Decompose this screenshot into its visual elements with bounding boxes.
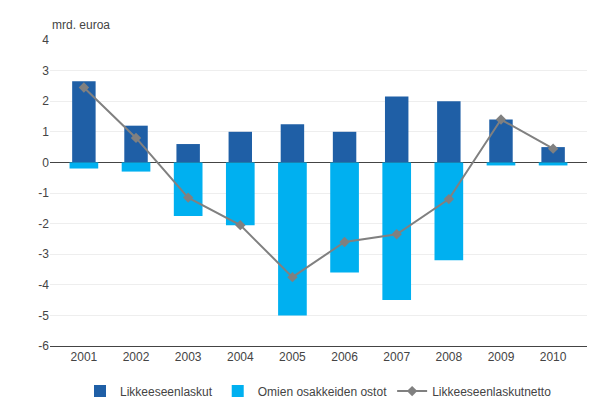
svg-text:-1: -1 (38, 186, 49, 200)
svg-text:2007: 2007 (383, 350, 410, 364)
svg-text:-5: -5 (38, 309, 49, 323)
svg-text:2008: 2008 (435, 350, 462, 364)
svg-text:Likkeeseenlaskutnetto: Likkeeseenlaskutnetto (432, 385, 551, 399)
svg-text:-2: -2 (38, 217, 49, 231)
svg-text:Likkeeseenlaskut: Likkeeseenlaskut (120, 385, 213, 399)
svg-text:2: 2 (42, 94, 49, 108)
svg-text:2004: 2004 (227, 350, 254, 364)
svg-text:2006: 2006 (331, 350, 358, 364)
svg-text:4: 4 (42, 33, 49, 47)
svg-text:2009: 2009 (488, 350, 515, 364)
svg-text:2002: 2002 (123, 350, 150, 364)
svg-text:mrd. euroa: mrd. euroa (52, 18, 110, 32)
svg-text:2010: 2010 (540, 350, 567, 364)
svg-text:-4: -4 (38, 278, 49, 292)
svg-text:2003: 2003 (175, 350, 202, 364)
svg-text:-6: -6 (38, 339, 49, 353)
svg-text:2005: 2005 (279, 350, 306, 364)
svg-text:0: 0 (42, 156, 49, 170)
svg-text:1: 1 (42, 125, 49, 139)
svg-text:2001: 2001 (71, 350, 98, 364)
svg-text:-3: -3 (38, 247, 49, 261)
svg-text:3: 3 (42, 64, 49, 78)
svg-text:Omien osakkeiden ostot: Omien osakkeiden ostot (258, 385, 387, 399)
